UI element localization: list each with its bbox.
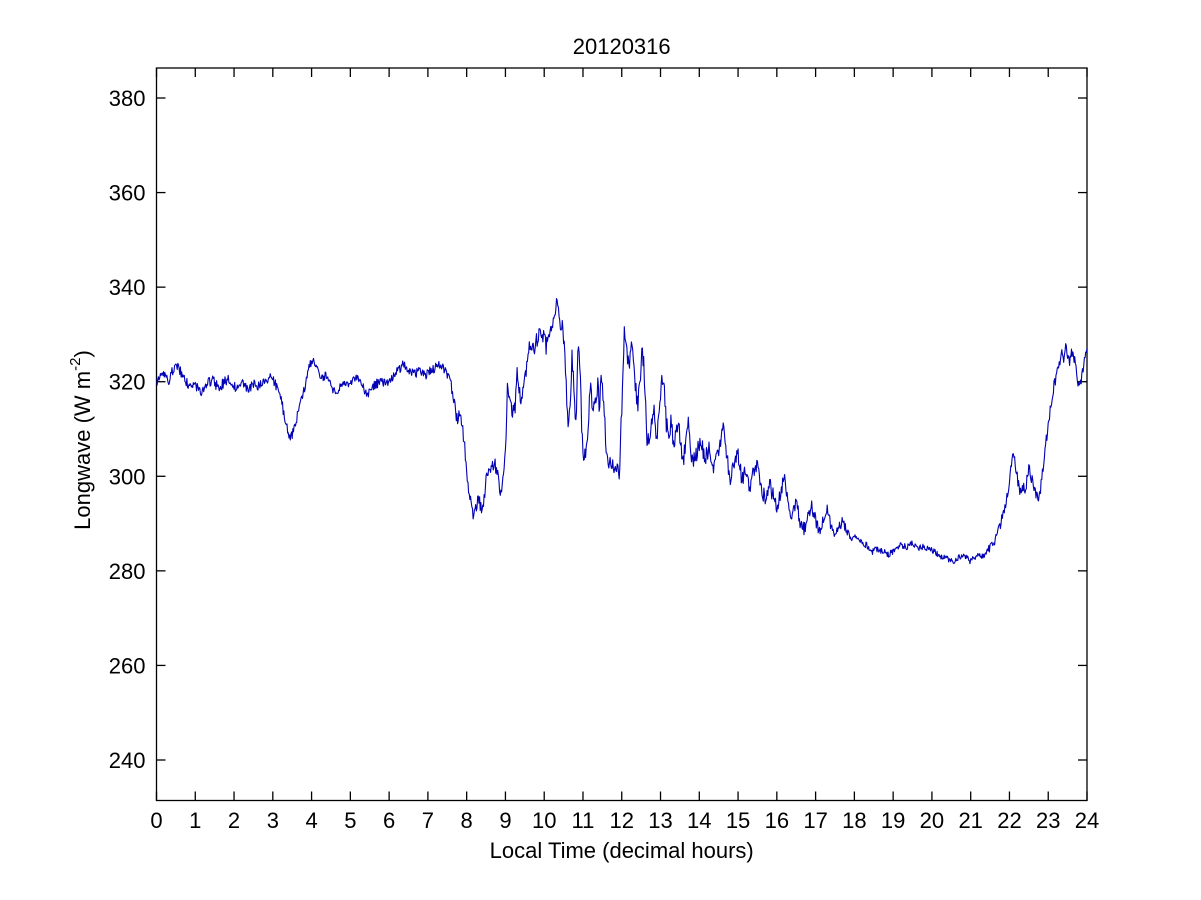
x-tick-label: 3 (267, 808, 279, 833)
x-tick-label: 15 (726, 808, 750, 833)
y-tick-label: 280 (109, 559, 146, 584)
plot-box (155, 67, 1088, 802)
x-tick-label: 22 (997, 808, 1021, 833)
x-tick-label: 2 (228, 808, 240, 833)
x-tick-label: 6 (383, 808, 395, 833)
y-tick-label: 260 (109, 653, 146, 678)
x-tick-label: 12 (610, 808, 634, 833)
x-tick-label: 16 (765, 808, 789, 833)
x-tick-label: 5 (344, 808, 356, 833)
x-tick-label: 10 (532, 808, 556, 833)
axis-ticks (155, 68, 1088, 801)
y-tick-label: 340 (109, 275, 146, 300)
y-tick-label: 300 (109, 464, 146, 489)
x-tick-label: 13 (648, 808, 672, 833)
x-tick-label: 24 (1075, 808, 1099, 833)
x-tick-label: 19 (881, 808, 905, 833)
x-axis-label: Local Time (decimal hours) (490, 838, 754, 863)
x-tick-label: 11 (572, 808, 595, 833)
x-tick-label: 20 (920, 808, 944, 833)
tick-labels: 0 1 2 3 4 5 6 7 8 9 10 11 12 13 14 15 16 17 18 19 20 21 22 23 24… (109, 86, 1099, 833)
x-tick-label: 14 (687, 808, 711, 833)
y-tick-label: 240 (109, 748, 146, 773)
x-tick-label: 7 (422, 808, 434, 833)
x-tick-label: 21 (958, 808, 982, 833)
y-tick-label: 320 (109, 370, 146, 395)
x-tick-label: 0 (150, 808, 162, 833)
x-tick-label: 18 (842, 808, 866, 833)
x-tick-label: 4 (305, 808, 317, 833)
x-tick-label: 17 (803, 808, 827, 833)
y-axis-label: Longwave (W m-2) (67, 350, 95, 530)
data-series-line (156, 298, 1087, 565)
y-tick-label: 380 (109, 86, 146, 111)
y-tick-label: 360 (109, 181, 146, 206)
x-tick-label: 23 (1036, 808, 1060, 833)
x-tick-label: 8 (461, 808, 473, 833)
x-tick-label: 1 (189, 808, 201, 833)
chart-title: 20120316 (573, 34, 671, 59)
x-tick-label: 9 (499, 808, 511, 833)
